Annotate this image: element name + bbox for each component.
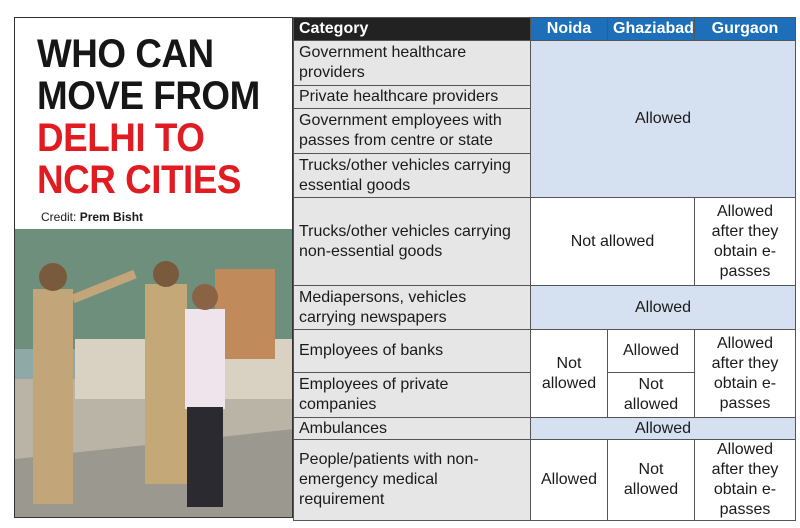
photo: [15, 229, 292, 517]
status-cell: Allowed: [530, 417, 796, 440]
left-panel: WHO CAN MOVE FROM DELHI TO NCR CITIES Cr…: [14, 17, 293, 518]
column-header: Gurgaon: [694, 17, 796, 41]
status-cell: Not allowed: [607, 372, 695, 418]
column-header: Noida: [530, 17, 608, 41]
status-cell: Allowed after they obtain e-passes: [694, 197, 796, 286]
category: Employees of private companies: [293, 372, 531, 418]
category: People/patients with non-emergency medic…: [293, 439, 531, 521]
status-cell: Not allowed: [530, 197, 695, 286]
category: Government healthcare providers: [293, 40, 531, 86]
column-header: Ghaziabad: [607, 17, 695, 41]
status-cell: Allowed: [530, 40, 796, 198]
rules-table: Category Noida Ghaziabad Gurgaon Governm…: [293, 17, 796, 521]
category: Employees of banks: [293, 329, 531, 373]
category: Private healthcare providers: [293, 85, 531, 109]
title-line: MOVE FROM: [37, 74, 260, 118]
category: Government employees with passes from ce…: [293, 108, 531, 154]
status-cell: Allowed: [530, 439, 608, 521]
column-header: Category: [293, 17, 531, 41]
category: Ambulances: [293, 417, 531, 440]
credit-name: Prem Bisht: [79, 210, 144, 224]
status-cell: Not allowed: [530, 329, 608, 418]
title-line: WHO CAN: [37, 32, 214, 76]
status-cell: Allowed after they obtain e-passes: [694, 439, 796, 521]
title-line: NCR CITIES: [37, 158, 241, 202]
credit-label: Credit:: [41, 210, 77, 224]
category: Trucks/other vehicles carrying essential…: [293, 153, 531, 198]
category: Trucks/other vehicles carrying non-essen…: [293, 197, 531, 286]
status-cell: Allowed: [530, 285, 796, 330]
title-line: DELHI TO: [37, 116, 205, 160]
status-cell: Not allowed: [607, 439, 695, 521]
status-cell: Allowed after they obtain e-passes: [694, 329, 796, 418]
category: Mediapersons, vehicles carrying newspape…: [293, 285, 531, 330]
credit: Credit: Prem Bisht: [41, 210, 143, 224]
status-cell: Allowed: [607, 329, 695, 373]
